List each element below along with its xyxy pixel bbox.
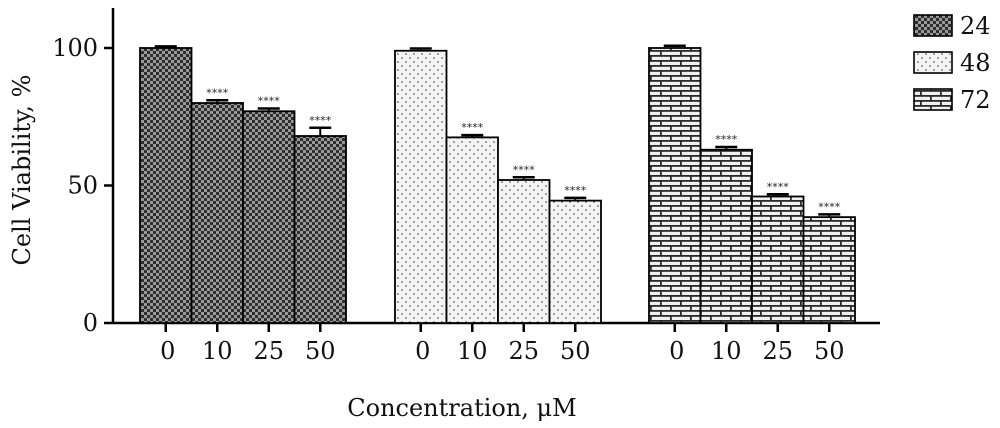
legend-label: 24: [960, 12, 991, 40]
bar: [751, 195, 805, 324]
legend-swatch: [913, 14, 953, 37]
significance-label: ****: [818, 200, 841, 213]
x-tick-label: 0: [415, 337, 430, 365]
bar: [190, 102, 244, 324]
x-tick-label: 0: [669, 337, 684, 365]
significance-label: ****: [461, 121, 484, 134]
y-tick-label: 100: [52, 34, 98, 62]
y-tick-label: 0: [83, 309, 98, 337]
bars: **** **** **** **** **** **** **** **** ****: [139, 44, 856, 324]
series-24: **** **** ****: [139, 45, 347, 324]
x-tick-label: 25: [508, 337, 539, 365]
legend-swatch: [913, 88, 953, 111]
significance-label: ****: [513, 163, 536, 176]
x-tick-label: 10: [202, 337, 233, 365]
significance-label: ****: [564, 184, 587, 197]
bar: [445, 136, 499, 324]
x-tick-label: 0: [160, 337, 175, 365]
legend: 24 48 72: [913, 12, 991, 114]
legend-label: 48: [960, 49, 991, 77]
significance-label: ****: [258, 95, 281, 108]
significance-label: ****: [206, 86, 229, 99]
x-tick-labels: 0 10 25 50 0 10 25 50 0 10 25 50: [160, 323, 845, 365]
x-tick-label: 10: [711, 337, 742, 365]
bar: [139, 47, 193, 324]
bar: [497, 179, 551, 324]
legend-item: 24: [913, 12, 991, 40]
series-48: **** **** ****: [394, 47, 602, 324]
significance-label: ****: [309, 114, 332, 127]
x-tick-label: 50: [560, 337, 591, 365]
legend-item: 48: [913, 49, 991, 77]
y-tick-label: 50: [67, 172, 98, 200]
bar: [293, 135, 347, 324]
bar: [699, 148, 753, 324]
series-72: **** **** ****: [648, 44, 856, 324]
y-axis-label: Cell Viability, %: [8, 75, 36, 266]
x-axis-label: Concentration, μM: [347, 394, 576, 422]
legend-item: 72: [913, 86, 991, 114]
bar: [242, 110, 296, 324]
x-tick-label: 10: [457, 337, 488, 365]
x-tick-label: 50: [305, 337, 336, 365]
x-tick-label: 25: [253, 337, 284, 365]
bar: [648, 47, 702, 324]
bar: [394, 49, 448, 324]
legend-swatch: [913, 51, 953, 74]
bar: [548, 199, 602, 324]
legend-label: 72: [960, 86, 991, 114]
x-tick-label: 25: [762, 337, 793, 365]
significance-label: ****: [767, 180, 790, 193]
x-tick-label: 50: [814, 337, 845, 365]
y-tick-labels: 0 50 100: [52, 34, 113, 337]
bar: [802, 216, 856, 324]
significance-label: ****: [715, 133, 738, 146]
